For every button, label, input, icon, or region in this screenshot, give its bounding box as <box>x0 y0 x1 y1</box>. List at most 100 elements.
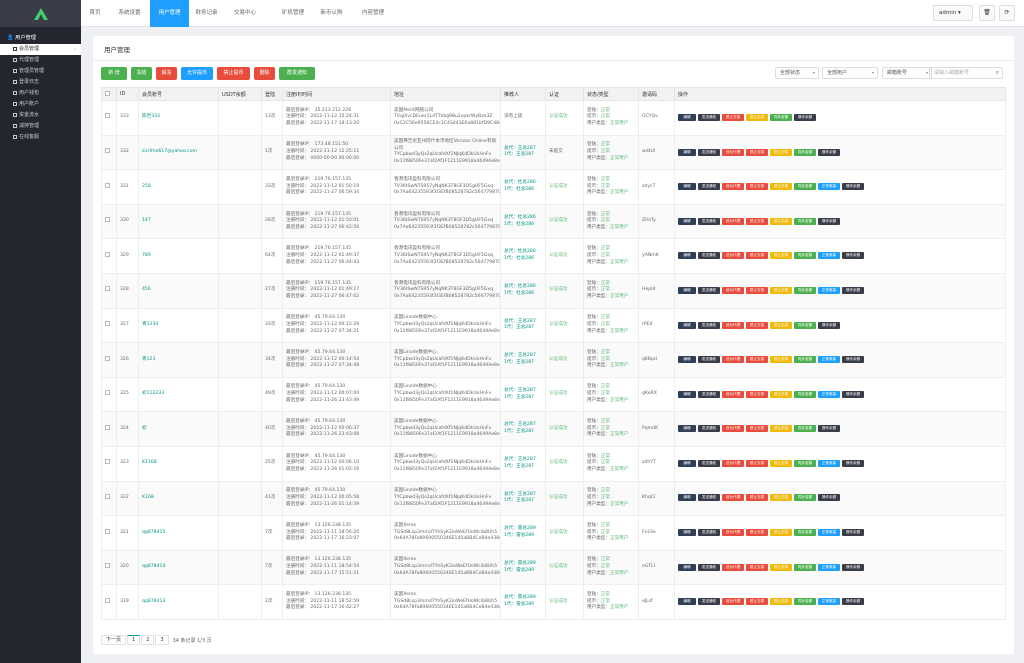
action-button[interactable]: 编辑 <box>678 459 696 467</box>
action-button[interactable]: 编辑 <box>678 563 696 571</box>
action-button[interactable]: 禁止交易 <box>770 356 792 364</box>
action-button[interactable]: 操作余额 <box>842 356 864 364</box>
sidebar-item[interactable]: 减持管理 <box>0 121 81 132</box>
page-2-button[interactable]: 2 <box>141 635 155 645</box>
trash-icon[interactable]: 🗑 <box>979 5 995 21</box>
row-checkbox[interactable] <box>105 390 110 396</box>
action-button[interactable]: 发送通知 <box>698 286 720 294</box>
action-button[interactable]: 正常驱赢 <box>818 529 840 537</box>
action-button[interactable]: 正常驱赢 <box>818 356 840 364</box>
action-button[interactable]: 同步金额 <box>770 113 792 121</box>
cell-account[interactable]: 青123 <box>138 342 219 378</box>
action-button[interactable]: 禁止交易 <box>746 356 768 364</box>
tab-6[interactable]: 新币认购 <box>320 10 343 16</box>
row-checkbox[interactable] <box>105 286 110 292</box>
action-button[interactable]: 禁止交易 <box>770 217 792 225</box>
tab-7[interactable]: 内容管理 <box>361 10 384 16</box>
search-input[interactable]: 请输入邮箱账号 ⌕ <box>929 67 1003 79</box>
action-button[interactable]: 设为代理 <box>722 425 744 433</box>
action-button[interactable]: 同步金额 <box>794 425 816 433</box>
action-button[interactable]: 同步金额 <box>794 356 816 364</box>
action-button[interactable]: 禁止交易 <box>746 563 768 571</box>
cell-account[interactable]: 456 <box>138 272 219 309</box>
action-button[interactable]: 编辑 <box>678 148 696 156</box>
action-button[interactable]: 设为代理 <box>722 356 744 364</box>
row-checkbox[interactable] <box>105 563 110 569</box>
row-checkbox[interactable] <box>105 182 110 188</box>
action-button[interactable]: 禁止交易 <box>746 252 768 260</box>
tab-5[interactable]: 矿机管理 <box>281 10 304 16</box>
sidebar-section-title[interactable]: 👤 用户管理 <box>7 35 36 41</box>
row-checkbox[interactable] <box>105 459 110 465</box>
action-button[interactable]: 正常驱赢 <box>818 563 840 571</box>
action-button[interactable]: 编辑 <box>678 356 696 364</box>
action-button[interactable]: 设为代理 <box>722 563 744 571</box>
action-button[interactable]: 禁止交易 <box>770 563 792 571</box>
action-button[interactable]: 禁止交易 <box>746 425 768 433</box>
action-button[interactable]: 发送通知 <box>698 356 720 364</box>
action-button[interactable]: 操作余额 <box>818 217 840 225</box>
toolbar-button-5[interactable]: 删除 <box>254 67 275 80</box>
action-button[interactable]: 设为代理 <box>722 252 744 260</box>
action-button[interactable]: 操作余额 <box>842 563 864 571</box>
action-button[interactable]: 同步金额 <box>794 390 816 398</box>
action-button[interactable]: 正常驱赢 <box>818 598 840 606</box>
action-button[interactable]: 同步金额 <box>794 563 816 571</box>
action-button[interactable]: 禁止交易 <box>770 598 792 606</box>
action-button[interactable]: 禁止交易 <box>722 113 744 121</box>
action-button[interactable]: 发送通知 <box>698 529 720 537</box>
row-checkbox[interactable] <box>105 321 110 326</box>
cell-account[interactable]: qq878414 <box>138 549 219 586</box>
action-button[interactable]: 编辑 <box>678 217 696 225</box>
action-button[interactable]: 禁止交易 <box>746 321 768 329</box>
toolbar-button-1[interactable]: 冻结 <box>131 67 152 80</box>
action-button[interactable]: 同步金额 <box>794 529 816 537</box>
action-button[interactable]: 发送通知 <box>698 148 720 156</box>
tab-4[interactable]: 交易中心 <box>233 10 256 16</box>
action-button[interactable]: 正常驱赢 <box>818 183 840 191</box>
action-button[interactable]: 发送通知 <box>698 494 720 502</box>
toolbar-button-0[interactable]: 新 增 <box>101 67 127 80</box>
action-button[interactable]: 操作余额 <box>842 390 864 398</box>
action-button[interactable]: 编辑 <box>678 252 696 260</box>
action-button[interactable]: 发送通知 <box>698 598 720 606</box>
action-button[interactable]: 同步金额 <box>794 252 816 260</box>
action-button[interactable]: 操作余额 <box>842 286 864 294</box>
action-button[interactable]: 设为代理 <box>722 459 744 467</box>
row-checkbox[interactable] <box>105 148 110 154</box>
filter-select-2[interactable]: 邮箱账号 ▾ <box>882 67 932 79</box>
action-button[interactable]: 禁止交易 <box>746 529 768 537</box>
action-button[interactable]: 编辑 <box>678 183 696 191</box>
action-button[interactable]: 操作余额 <box>794 113 816 121</box>
toolbar-button-3[interactable]: 允许提币 <box>181 67 213 80</box>
sidebar-item[interactable]: 资金流水 <box>0 110 81 121</box>
cell-account[interactable]: K1168 <box>138 445 219 482</box>
action-button[interactable]: 设为代理 <box>722 321 744 329</box>
action-button[interactable]: 同步金额 <box>794 321 816 329</box>
sidebar-item[interactable]: 登录日志 <box>0 77 81 88</box>
action-button[interactable]: 禁止交易 <box>770 425 792 433</box>
cell-account[interactable]: K168 <box>138 480 219 517</box>
action-button[interactable]: 正常驱赢 <box>818 390 840 398</box>
action-button[interactable]: 编辑 <box>678 113 696 121</box>
sidebar-item[interactable]: 用户钱包 <box>0 88 81 99</box>
tab-3[interactable]: 财务记录 <box>195 10 218 16</box>
action-button[interactable]: 禁止交易 <box>770 148 792 156</box>
select-all-checkbox[interactable] <box>105 90 110 96</box>
action-button[interactable]: 禁止交易 <box>770 321 792 329</box>
search-icon[interactable]: ⌕ <box>995 69 999 76</box>
action-button[interactable]: 禁止交易 <box>746 183 768 191</box>
action-button[interactable]: 正常驱赢 <box>818 252 840 260</box>
refresh-icon[interactable]: ⟳ <box>999 5 1015 21</box>
page-1-button[interactable]: 1 <box>127 635 141 645</box>
action-button[interactable]: 设为代理 <box>722 286 744 294</box>
admin-menu-button[interactable]: admin ▾ <box>933 5 973 21</box>
row-checkbox[interactable] <box>105 251 110 257</box>
action-button[interactable]: 禁止交易 <box>770 252 792 260</box>
cell-account[interactable]: 初112233 <box>138 376 219 413</box>
tab-1[interactable]: 系统设置 <box>118 10 141 16</box>
action-button[interactable]: 禁止交易 <box>746 148 768 156</box>
action-button[interactable]: 发送通知 <box>698 113 720 121</box>
action-button[interactable]: 编辑 <box>678 390 696 398</box>
action-button[interactable]: 禁止交易 <box>746 390 768 398</box>
